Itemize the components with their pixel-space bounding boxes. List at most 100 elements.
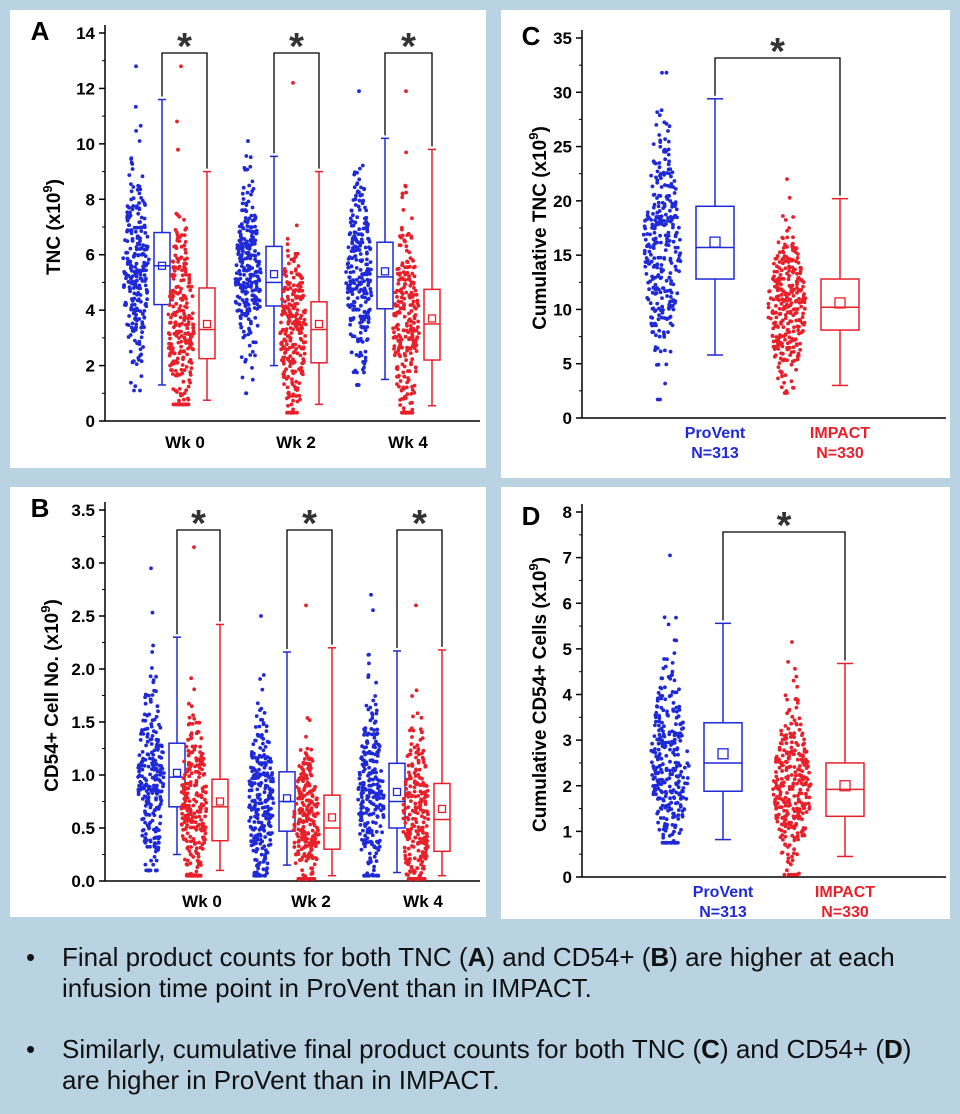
- data-point: [142, 315, 147, 320]
- data-point: [355, 245, 360, 250]
- data-point: [674, 764, 679, 769]
- data-point: [235, 246, 240, 251]
- data-point: [364, 811, 368, 815]
- data-point: [254, 873, 259, 878]
- data-point: [656, 741, 661, 746]
- data-point: [655, 169, 660, 174]
- data-point: [348, 305, 352, 309]
- data-point: [652, 202, 657, 207]
- data-point: [174, 246, 179, 251]
- data-point: [788, 353, 793, 357]
- data-point: [777, 745, 782, 750]
- data-point: [655, 704, 659, 708]
- data-point: [190, 294, 195, 299]
- data-point: [282, 267, 287, 271]
- data-point: [400, 397, 405, 401]
- data-point: [366, 297, 370, 302]
- data-point: [255, 759, 260, 764]
- data-point: [675, 291, 680, 296]
- data-point: [657, 732, 662, 737]
- data-point: [665, 236, 669, 241]
- data-point: [787, 843, 792, 847]
- data-point: [257, 289, 261, 294]
- data-point: [403, 239, 407, 244]
- data-point: [306, 808, 311, 813]
- data-point: [310, 793, 315, 797]
- data-point: [137, 191, 142, 196]
- data-point: [188, 358, 193, 362]
- data-point: [415, 877, 419, 881]
- data-point: [174, 211, 179, 216]
- data-point: [770, 309, 775, 314]
- data-point: [655, 737, 660, 742]
- data-point: [358, 330, 363, 335]
- data-point: [203, 831, 208, 836]
- data-point: [783, 337, 787, 342]
- data-point: [802, 759, 807, 764]
- data-point: [252, 301, 257, 306]
- data-point: [661, 762, 665, 767]
- data-point: [279, 347, 283, 352]
- data-point: [297, 331, 302, 335]
- data-point: [140, 312, 145, 316]
- data-point: [183, 240, 188, 244]
- data-point: [662, 724, 666, 729]
- data-point: [346, 257, 351, 261]
- data-point: [780, 822, 785, 827]
- data-point: [779, 268, 784, 273]
- data-point: [798, 768, 802, 772]
- data-point: [188, 809, 193, 814]
- x-category-label: IMPACT: [810, 425, 870, 442]
- data-point: [282, 309, 287, 314]
- data-point: [407, 293, 412, 298]
- data-point: [182, 217, 186, 222]
- data-point: [242, 237, 247, 241]
- data-point: [147, 257, 151, 262]
- y-tick-label: 7: [563, 549, 572, 568]
- data-point: [655, 110, 660, 114]
- data-point: [265, 861, 270, 866]
- data-point: [650, 741, 654, 746]
- data-point: [146, 693, 151, 698]
- data-point: [255, 837, 260, 842]
- data-point: [655, 811, 660, 816]
- x-category-label: Wk 0: [182, 892, 222, 911]
- data-point: [372, 854, 377, 859]
- data-point: [236, 249, 241, 254]
- data-point: [774, 754, 779, 759]
- data-point: [171, 276, 176, 281]
- data-point: [364, 762, 369, 766]
- data-point: [309, 847, 314, 852]
- data-point: [668, 676, 673, 681]
- data-point: [410, 400, 414, 405]
- data-point: [657, 214, 661, 219]
- y-axis-label: Cumulative CD54+ Cells (x109): [526, 557, 551, 832]
- data-point: [785, 228, 789, 233]
- data-point: [258, 708, 262, 712]
- box-mean: [717, 748, 729, 760]
- data-point: [294, 394, 298, 398]
- data-point: [193, 744, 198, 749]
- data-point: [375, 727, 380, 732]
- data-point: [792, 809, 797, 814]
- data-point: [363, 833, 367, 838]
- data-point: [359, 847, 364, 852]
- data-point: [680, 814, 685, 819]
- data-point: [666, 234, 671, 238]
- data-point: [126, 279, 131, 284]
- data-point: [798, 722, 803, 727]
- data-point: [651, 792, 656, 797]
- data-point: [775, 777, 780, 782]
- data-point: [255, 787, 260, 792]
- data-point: [344, 281, 349, 286]
- data-point: [348, 281, 353, 286]
- data-point: [249, 225, 254, 230]
- data-point: [140, 750, 145, 754]
- data-point: [779, 797, 784, 801]
- data-point: [417, 840, 422, 845]
- data-point: [138, 123, 143, 128]
- data-point: [166, 312, 171, 317]
- data-point: [159, 756, 164, 760]
- data-point: [254, 295, 258, 300]
- data-point: [665, 171, 669, 175]
